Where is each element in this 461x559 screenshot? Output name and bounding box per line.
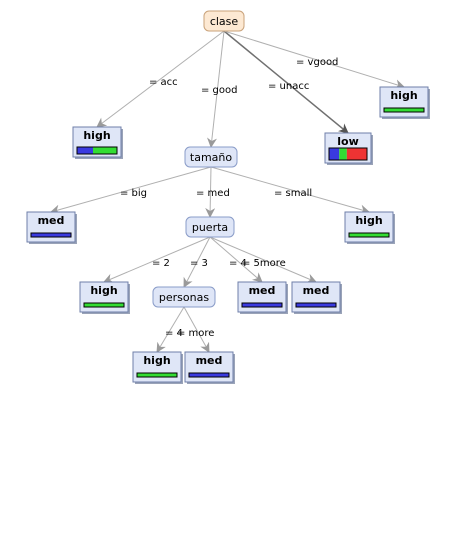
edge-clase-leaf_vgood <box>223 30 405 90</box>
edge-personas-leaf_more <box>183 306 210 353</box>
dist-segment-good <box>349 233 389 237</box>
dist-bar-frame <box>30 232 72 238</box>
edge-puerta-personas <box>183 236 211 288</box>
edge-label-puerta-leaf_p5: = 4 <box>229 258 247 269</box>
dist-segment-acc <box>77 147 93 154</box>
leaf-node-leaf_p5[interactable]: med <box>237 281 288 314</box>
edge-label-puerta-personas: = 3 <box>190 258 208 269</box>
edge-puerta-leaf_p5b <box>209 236 317 284</box>
node-label: puerta <box>192 221 228 234</box>
dist-bar-frame <box>188 372 230 378</box>
leaf-node-leaf_4[interactable]: high <box>132 351 183 384</box>
edge-tamano-leaf_small <box>210 166 370 215</box>
edge-label-personas-leaf_4: = 4 <box>165 328 183 339</box>
leaf-node-leaf_p5b[interactable]: med <box>291 281 342 314</box>
dist-segment-acc <box>31 233 71 237</box>
edge-label-clase-tamano: = good <box>201 85 238 96</box>
dist-segment-acc <box>329 148 340 160</box>
edge-label-tamano-leaf_small: = small <box>274 188 312 199</box>
dist-bar-frame <box>348 232 390 238</box>
node-label: tamaño <box>190 151 232 164</box>
node-box <box>203 10 245 32</box>
node-box <box>184 146 238 168</box>
leaf-label: high <box>83 129 110 142</box>
edge-label-clase-leaf_unacc: = unacc <box>268 81 309 92</box>
edge-clase-leaf_acc <box>96 30 225 128</box>
edge-label-puerta-leaf_p5b: = 5more <box>242 258 286 269</box>
node-tamano[interactable]: tamaño <box>184 146 238 168</box>
node-puerta[interactable]: puerta <box>185 216 235 238</box>
edge-puerta-leaf_p2 <box>103 236 211 284</box>
dist-bar-frame <box>328 147 368 161</box>
dist-segment-good <box>339 148 347 160</box>
dist-bar-frame <box>83 302 125 308</box>
leaf-label: high <box>90 284 117 297</box>
edge-tamano-puerta <box>205 166 216 218</box>
leaf-label: high <box>143 354 170 367</box>
edge-label-tamano-leaf_big: = big <box>120 188 147 199</box>
edges-layer: = acc = good = unacc = vgood = big = med = sma… <box>50 30 405 353</box>
dist-segment-unacc <box>346 148 367 160</box>
edge-personas-leaf_4 <box>156 306 185 353</box>
dist-segment-acc <box>242 303 282 307</box>
dist-segment-good <box>137 373 177 377</box>
node-personas[interactable]: personas <box>152 286 216 308</box>
node-label: clase <box>210 15 239 28</box>
edge-puerta-leaf_p5 <box>209 236 263 283</box>
node-box <box>152 286 216 308</box>
leaf-label: med <box>249 284 276 297</box>
leaf-node-leaf_acc[interactable]: high <box>72 126 123 159</box>
node-label: personas <box>159 291 209 304</box>
leaf-node-leaf_more[interactable]: med <box>184 351 235 384</box>
leaf-label: med <box>303 284 330 297</box>
node-box <box>185 216 235 238</box>
dist-segment-good <box>84 303 124 307</box>
dist-bar-frame <box>136 372 178 378</box>
leaf-node-leaf_small[interactable]: high <box>344 211 395 244</box>
nodes-layer: clase tamaño puerta personas high low high med h… <box>26 10 430 384</box>
leaf-label: med <box>38 214 65 227</box>
edge-clase-tamano <box>207 30 225 148</box>
edge-label-tamano-puerta: = med <box>196 188 230 199</box>
edge-label-clase-leaf_acc: = acc <box>149 77 178 88</box>
dist-bar-frame <box>383 107 425 113</box>
edge-label-puerta-leaf_p2: = 2 <box>152 258 170 269</box>
leaf-node-leaf_p2[interactable]: high <box>79 281 130 314</box>
edge-label-clase-leaf_vgood: = vgood <box>296 57 338 68</box>
leaf-label: med <box>196 354 223 367</box>
leaf-node-leaf_vgood[interactable]: high <box>379 86 430 119</box>
edge-label-personas-leaf_more: = more <box>177 328 214 339</box>
leaf-label: low <box>337 135 359 148</box>
leaf-label: high <box>390 89 417 102</box>
dist-segment-good <box>93 147 117 154</box>
dist-bar-frame <box>295 302 337 308</box>
dist-bar-frame <box>76 146 118 155</box>
edge-tamano-leaf_big <box>50 166 212 215</box>
leaf-node-leaf_big[interactable]: med <box>26 211 77 244</box>
dist-segment-good <box>384 108 424 112</box>
dist-segment-acc <box>189 373 229 377</box>
edge-clase-leaf_unacc <box>223 30 349 134</box>
dist-bar-frame <box>241 302 283 308</box>
leaf-label: high <box>355 214 382 227</box>
leaf-node-leaf_unacc[interactable]: low <box>324 132 373 165</box>
node-clase[interactable]: clase <box>203 10 245 32</box>
dist-segment-acc <box>296 303 336 307</box>
